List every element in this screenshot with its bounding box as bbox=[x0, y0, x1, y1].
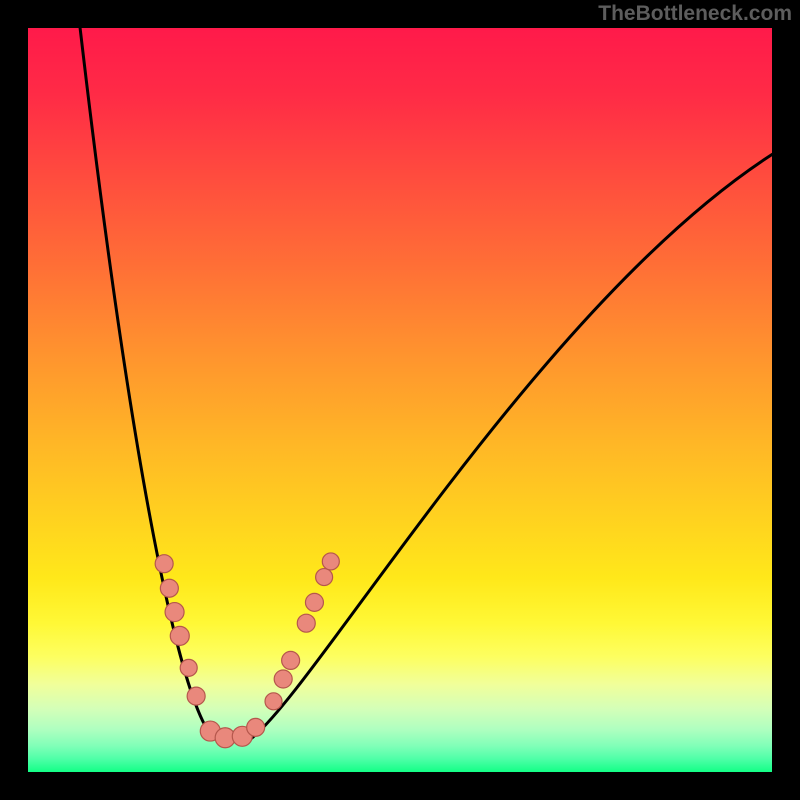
data-marker bbox=[247, 718, 265, 736]
data-marker bbox=[322, 553, 339, 570]
bottleneck-curve-layer bbox=[28, 28, 772, 772]
data-marker bbox=[170, 626, 189, 645]
data-marker bbox=[282, 651, 300, 669]
watermark-text: TheBottleneck.com bbox=[598, 2, 792, 26]
plot-area bbox=[28, 28, 772, 772]
data-marker bbox=[305, 593, 323, 611]
data-marker bbox=[180, 659, 197, 676]
data-marker bbox=[274, 670, 292, 688]
data-marker bbox=[165, 603, 184, 622]
data-marker bbox=[316, 569, 333, 586]
data-marker bbox=[297, 614, 315, 632]
data-marker bbox=[155, 555, 173, 573]
chart-frame: TheBottleneck.com bbox=[0, 0, 800, 800]
data-marker bbox=[160, 579, 178, 597]
data-marker bbox=[265, 693, 282, 710]
data-marker bbox=[187, 687, 205, 705]
data-markers bbox=[155, 553, 339, 748]
